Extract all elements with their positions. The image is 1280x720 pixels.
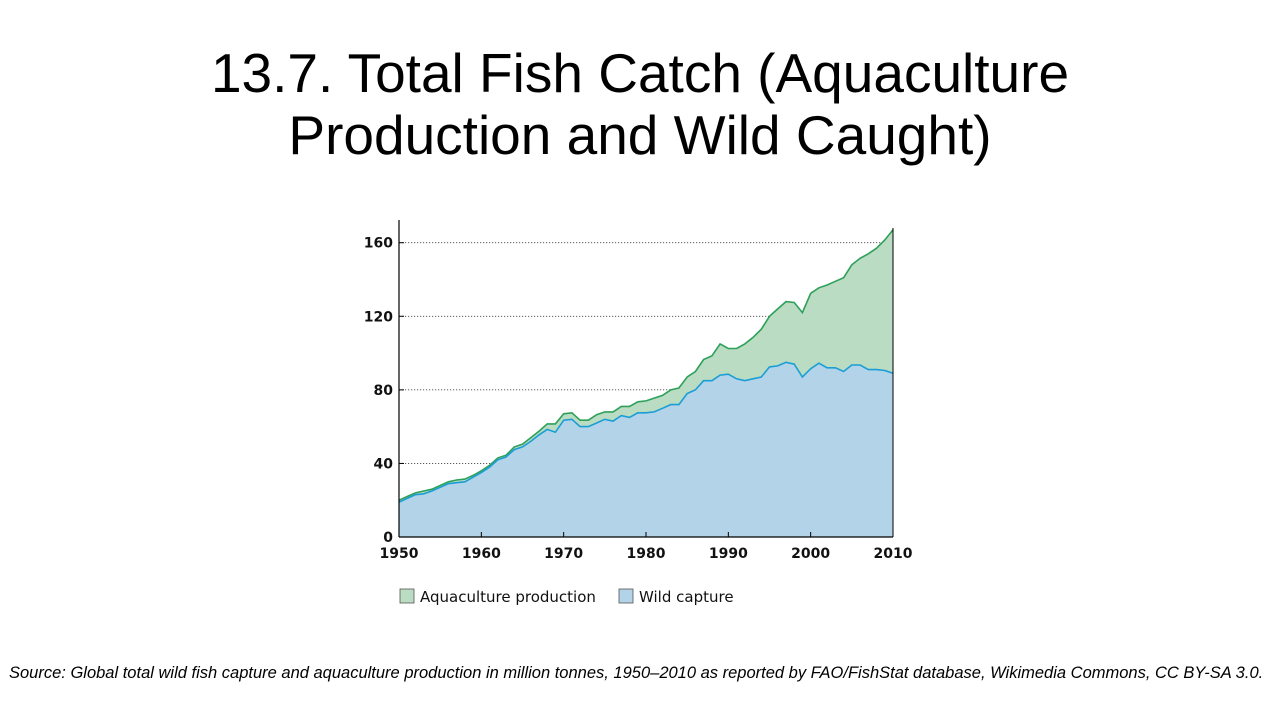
x-tick-label-1960: 1960 bbox=[462, 546, 501, 562]
legend: Aquaculture production Wild capture bbox=[399, 588, 734, 606]
area-wild-capture bbox=[399, 362, 893, 537]
legend-item-wild: Wild capture bbox=[618, 588, 734, 606]
x-tick-label-1990: 1990 bbox=[709, 546, 748, 562]
y-tick-label-40: 40 bbox=[374, 456, 394, 472]
x-tick-label-2010: 2010 bbox=[874, 546, 913, 562]
legend-label-aquaculture: Aquaculture production bbox=[420, 588, 596, 606]
x-tick-label-1950: 1950 bbox=[380, 546, 419, 562]
x-tick-label-2000: 2000 bbox=[791, 546, 830, 562]
axes bbox=[398, 220, 894, 538]
y-tick-label-0: 0 bbox=[383, 530, 393, 546]
legend-swatch-aquaculture bbox=[399, 588, 415, 604]
legend-label-wild-capture: Wild capture bbox=[639, 588, 734, 606]
slide-title-line-2: Production and Wild Caught) bbox=[288, 104, 992, 166]
y-tick-label-120: 120 bbox=[364, 309, 393, 325]
stacked-areas bbox=[398, 229, 894, 537]
slide-title: 13.7. Total Fish Catch (Aquaculture Prod… bbox=[0, 42, 1280, 166]
legend-item-aquaculture: Aquaculture production bbox=[399, 588, 596, 606]
legend-swatch-wild-capture bbox=[618, 588, 634, 604]
y-tick-label-160: 160 bbox=[364, 236, 393, 252]
line-aquaculture-production bbox=[398, 229, 894, 501]
x-tick-label-1980: 1980 bbox=[627, 546, 666, 562]
x-tick-labels: 1950 1960 1970 1980 1990 2000 2010 bbox=[380, 546, 913, 562]
source-note: Source: Global total wild fish capture a… bbox=[9, 664, 1264, 682]
y-tick-labels: 0 40 80 120 160 bbox=[364, 236, 393, 546]
slide-title-line-1: 13.7. Total Fish Catch (Aquaculture bbox=[210, 42, 1070, 104]
fish-catch-chart: 0 40 80 120 160 1950 1960 1970 1980 1990 2000 2010… bbox=[364, 220, 913, 606]
line-wild-capture bbox=[398, 361, 894, 503]
x-tick-label-1970: 1970 bbox=[544, 546, 583, 562]
y-tick-label-80: 80 bbox=[374, 383, 394, 399]
